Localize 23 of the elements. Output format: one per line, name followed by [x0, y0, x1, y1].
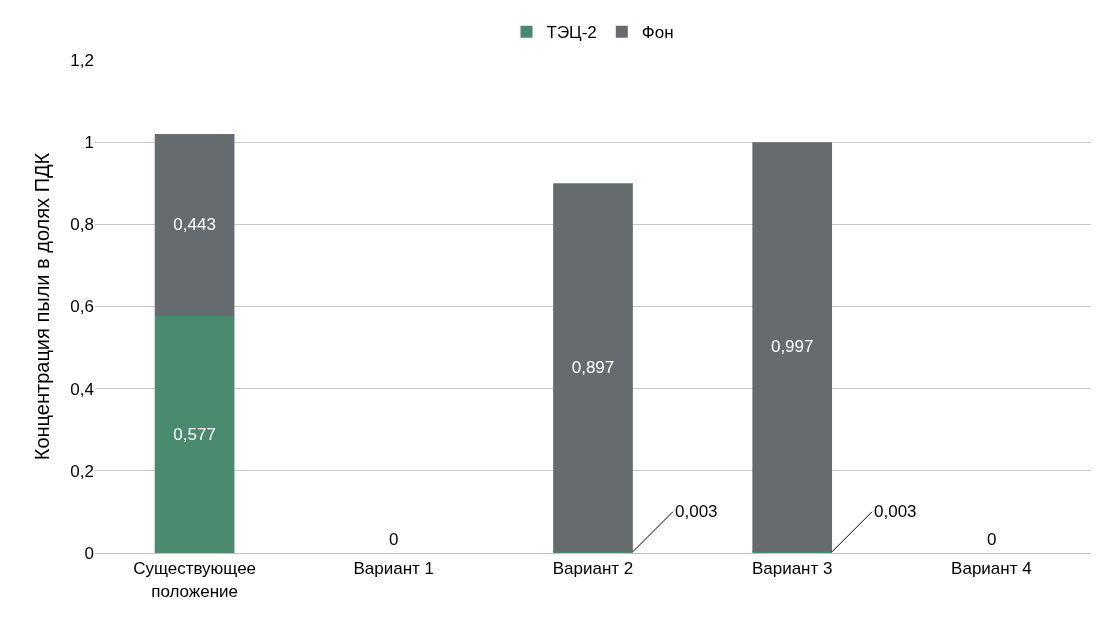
data-label: 0,003: [874, 502, 917, 521]
y-tick-label: 0,8: [70, 215, 94, 235]
x-tick-label: Вариант 1: [353, 559, 435, 579]
y-tick-label: 0,2: [70, 461, 94, 481]
x-tick-label: Вариант 2: [552, 559, 634, 579]
data-label: 0,003: [675, 502, 718, 521]
y-tick-label: 0,6: [70, 297, 94, 317]
y-tick-label: 0: [84, 543, 94, 563]
data-label: 0: [987, 530, 997, 549]
x-tick-label: Вариант 4: [951, 559, 1032, 579]
data-label: 0,897: [571, 358, 615, 378]
data-label: 0,997: [770, 337, 814, 357]
y-tick-label: 1,2: [70, 50, 94, 70]
x-tick-label: Вариант 3: [751, 559, 833, 579]
y-axis-title: Концентрация пыли в долях ПДК: [30, 152, 53, 461]
y-tick-label: 1: [84, 133, 94, 153]
legend-label: ТЭЦ-2: [546, 23, 597, 43]
data-label: 0,443: [173, 215, 216, 235]
data-label: 0: [389, 530, 399, 549]
y-tick-label: 0,4: [70, 379, 94, 399]
x-tick-label: Существующее положение: [133, 559, 257, 601]
data-label: 0,577: [173, 424, 216, 444]
legend-label: Фон: [641, 23, 674, 43]
